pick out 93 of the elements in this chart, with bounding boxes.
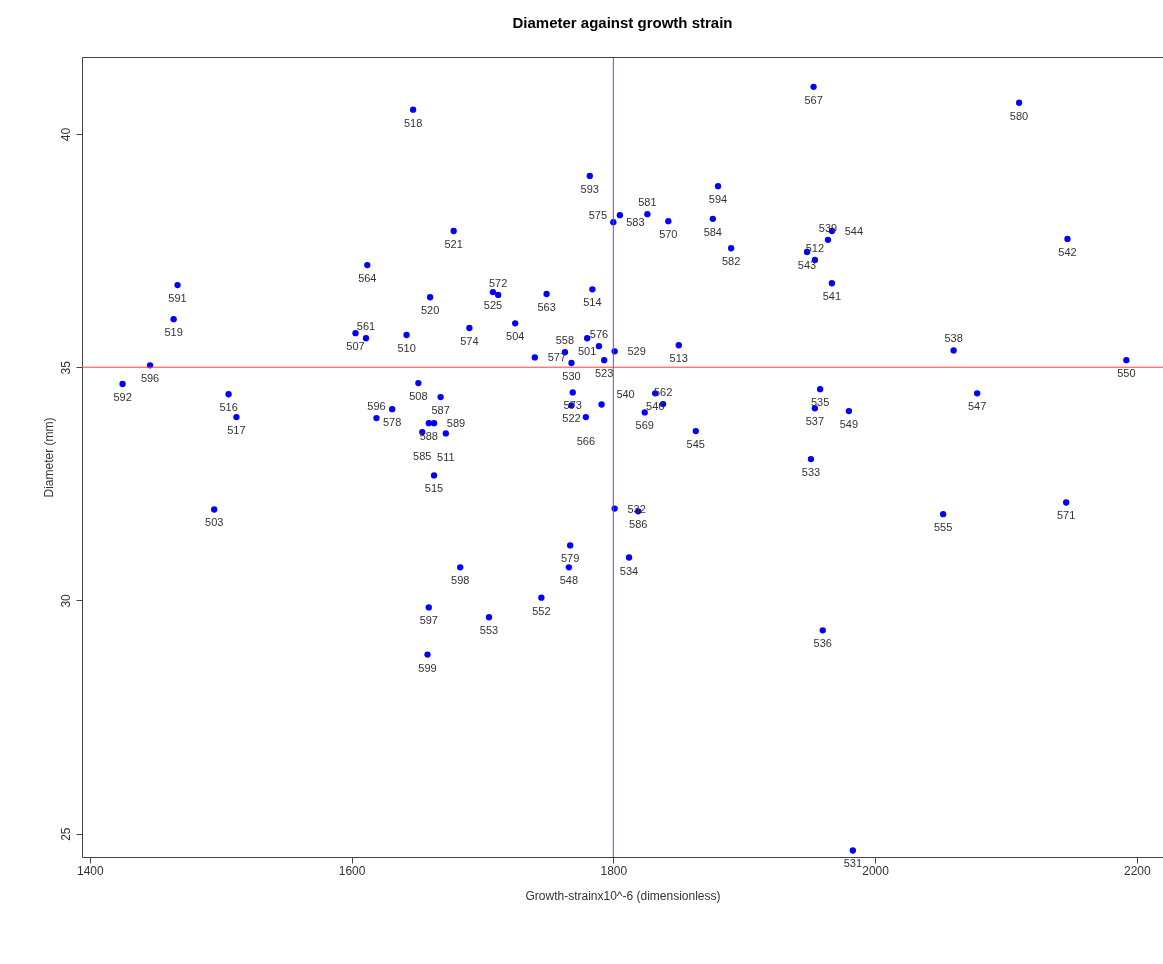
y-tick-label: 25 xyxy=(58,827,73,841)
annotation: 549 xyxy=(839,418,859,431)
annotation: 561 xyxy=(356,320,376,333)
annotation: 572 xyxy=(488,276,508,289)
annotation: 510 xyxy=(397,342,416,355)
annotation: 530 xyxy=(562,370,581,383)
annotation: 571 xyxy=(1056,509,1076,522)
annotation: 569 xyxy=(635,419,654,432)
chart-title: Diameter against growth strain xyxy=(512,13,733,31)
annotation: 582 xyxy=(721,255,741,268)
annotation: 513 xyxy=(669,352,688,365)
x-tick-label: 2000 xyxy=(862,863,890,878)
annotation: 553 xyxy=(479,624,499,637)
annotation: 598 xyxy=(451,574,470,587)
annotation: 520 xyxy=(420,304,440,317)
annotation: 566 xyxy=(576,435,596,448)
annotation: 535 xyxy=(810,396,830,409)
annotation: 540 xyxy=(616,387,635,400)
annotation: 514 xyxy=(583,296,602,309)
annotation: 580 xyxy=(1009,109,1029,122)
annotation: 518 xyxy=(403,116,423,129)
annotation: 538 xyxy=(944,332,963,345)
annotation: 523 xyxy=(595,367,614,380)
annotation: 511 xyxy=(437,451,455,464)
annotation: 508 xyxy=(409,390,428,403)
annotation: 545 xyxy=(686,438,705,451)
x-tick-label: 1600 xyxy=(338,863,366,878)
y-axis-title: Diameter (mm) xyxy=(41,417,56,498)
annotation: 516 xyxy=(219,401,238,414)
annotation: 548 xyxy=(559,574,579,587)
annotation: 578 xyxy=(382,416,402,429)
annotation: 575 xyxy=(588,209,608,222)
annotation: 558 xyxy=(555,334,575,347)
annotation: 563 xyxy=(537,300,556,313)
annotation: 574 xyxy=(460,335,479,348)
annotation: 534 xyxy=(619,564,639,577)
annotation: 550 xyxy=(1117,367,1136,380)
y-tick-label: 35 xyxy=(58,360,73,375)
annotation: 588 xyxy=(419,430,438,443)
annotation: 599 xyxy=(418,661,437,674)
annotation: 587 xyxy=(431,404,450,417)
annotation: 562 xyxy=(653,386,673,399)
annotation: 547 xyxy=(967,400,987,413)
annotation: 593 xyxy=(580,182,599,195)
annotation: 585 xyxy=(413,450,432,463)
annotation: 537 xyxy=(805,415,825,428)
y-tick-label: 40 xyxy=(58,127,73,142)
x-tick-label: 2200 xyxy=(1123,863,1151,878)
x-tick-label: 1800 xyxy=(600,863,628,878)
annotation: 515 xyxy=(424,482,444,495)
annotation: 501 xyxy=(577,345,597,358)
annotation: 536 xyxy=(813,637,832,650)
annotation: 529 xyxy=(627,345,646,358)
annotation: 584 xyxy=(703,225,722,238)
annotation: 567 xyxy=(804,93,823,106)
annotation: 542 xyxy=(1058,245,1077,258)
annotation: 576 xyxy=(589,328,609,341)
annotation: 596 xyxy=(367,400,386,413)
annotation: 592 xyxy=(113,391,132,403)
annotation: 586 xyxy=(629,518,648,531)
annotation: 512 xyxy=(805,241,825,254)
annotation: 579 xyxy=(560,552,580,565)
annotation: 544 xyxy=(844,224,864,237)
annotation: 519 xyxy=(164,326,183,339)
annotation: 541 xyxy=(822,290,842,303)
x-tick-label: 1400 xyxy=(77,863,105,878)
annotation: 594 xyxy=(708,193,728,206)
annotation: 546 xyxy=(646,400,665,413)
annotation: 552 xyxy=(532,604,551,617)
annotation: 583 xyxy=(626,216,645,229)
annotation: 533 xyxy=(801,466,821,479)
annotation: 522 xyxy=(562,412,581,425)
annotation: 507 xyxy=(346,340,365,353)
annotation: 504 xyxy=(506,330,525,343)
annotation: 596 xyxy=(140,372,160,385)
annotation: 539 xyxy=(818,221,838,234)
annotation: 525 xyxy=(483,299,503,312)
annotation: 543 xyxy=(797,258,817,271)
annotation: 517 xyxy=(227,424,246,437)
annotation: 564 xyxy=(358,272,377,285)
y-tick-label: 30 xyxy=(58,593,73,608)
annotation: 577 xyxy=(547,351,566,364)
annotation: 591 xyxy=(168,292,187,305)
annotation: 589 xyxy=(446,417,466,430)
annotation: 581 xyxy=(638,196,657,209)
annotation: 532 xyxy=(627,502,646,515)
annotation: 521 xyxy=(444,237,463,250)
annotation: 555 xyxy=(933,521,953,534)
annotation: 570 xyxy=(659,228,678,241)
annotation: 503 xyxy=(205,516,224,529)
annotation: 531 xyxy=(843,857,863,870)
x-axis-title: Growth-strainx10^-6 (dimensionless) xyxy=(525,888,721,903)
annotation: 597 xyxy=(419,614,438,627)
